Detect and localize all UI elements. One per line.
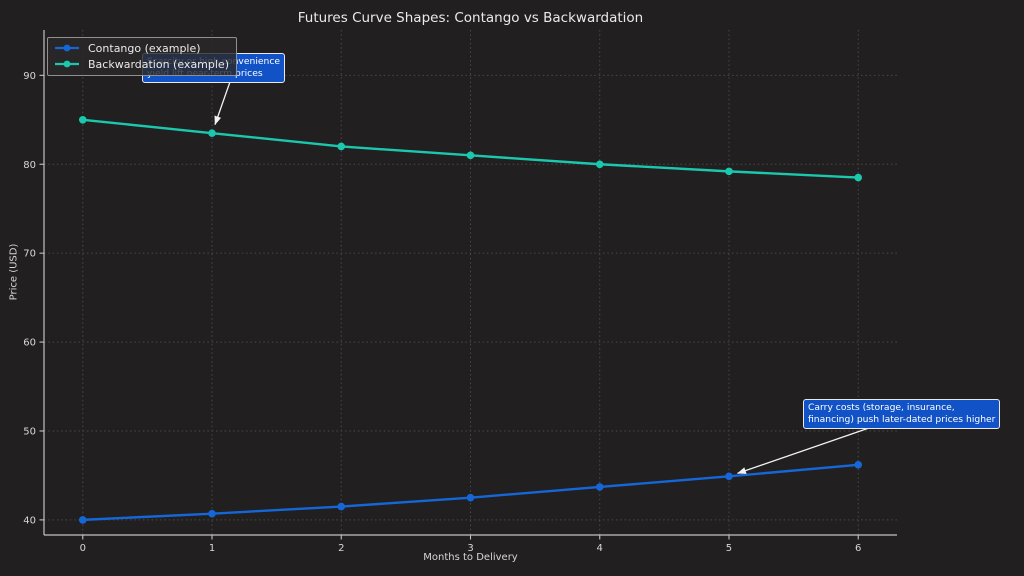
annotation-arrow — [214, 78, 232, 126]
y-tick-label: 90 — [23, 71, 36, 82]
data-point — [854, 460, 863, 469]
data-point — [854, 173, 863, 182]
data-point — [78, 115, 87, 124]
annotation-arrow — [737, 427, 870, 474]
y-tick-label: 40 — [23, 515, 36, 526]
data-point — [208, 129, 216, 137]
data-point — [725, 167, 733, 176]
x-axis-label: Months to Delivery — [423, 552, 518, 563]
data-point — [595, 483, 604, 491]
annotation-line: financing) push later-dated prices highe… — [808, 413, 996, 425]
data-point — [466, 151, 475, 160]
legend-label-contango: Contango (example) — [88, 41, 201, 55]
legend-marker-backwardation — [55, 60, 79, 68]
y-tick-label: 70 — [23, 249, 36, 260]
data-point — [208, 509, 216, 518]
data-point — [337, 142, 346, 151]
legend-marker-contango — [55, 44, 79, 52]
annotation-line: Carry costs (storage, insurance, — [808, 402, 955, 413]
x-tick-label: 0 — [80, 543, 86, 554]
x-tick-label: 1 — [209, 543, 215, 554]
data-point — [466, 493, 475, 502]
chart-title: Futures Curve Shapes: Contango vs Backwa… — [297, 10, 644, 26]
data-point — [337, 502, 346, 511]
legend-label-backwardation: Backwardation (example) — [88, 57, 229, 71]
data-point — [595, 160, 604, 169]
data-point — [78, 516, 87, 524]
y-tick-label: 60 — [23, 338, 36, 349]
y-axis-label: Price (USD) — [8, 243, 20, 301]
data-point — [725, 472, 733, 481]
x-tick-label: 4 — [597, 543, 603, 554]
legend-item-contango: Contango (example) — [54, 40, 229, 56]
legend-item-backwardation: Backwardation (example) — [54, 56, 229, 72]
annotation-contango-note: Carry costs (storage, insurance, financi… — [803, 399, 1001, 429]
x-tick-label: 5 — [726, 543, 732, 554]
legend: Contango (example) Backwardation (exampl… — [47, 37, 237, 76]
y-tick-label: 80 — [23, 160, 36, 171]
x-tick-label: 3 — [467, 543, 473, 554]
x-tick-label: 2 — [338, 543, 344, 554]
x-tick-label: 6 — [855, 543, 861, 554]
y-tick-label: 50 — [23, 426, 36, 437]
